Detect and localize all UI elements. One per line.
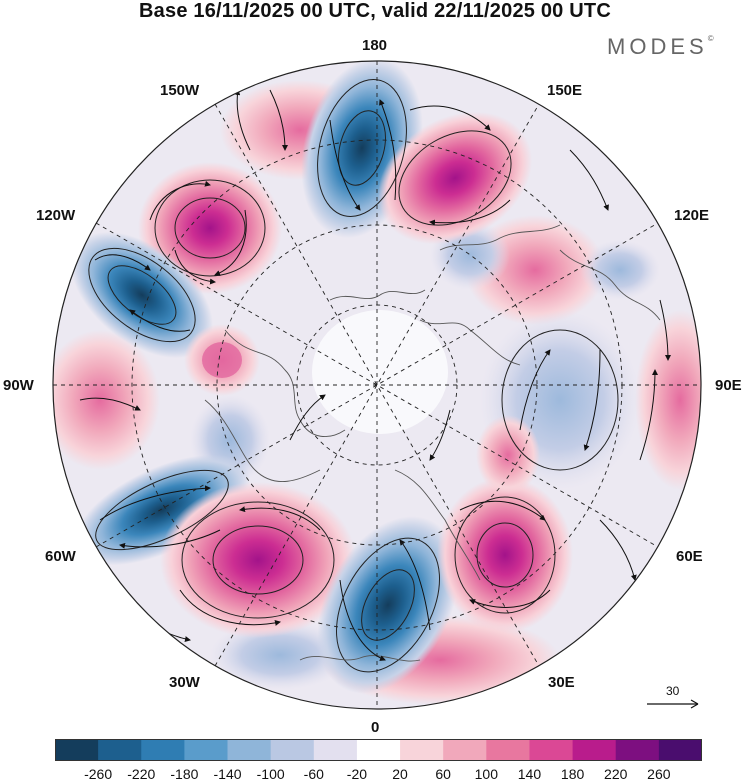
lon-label-30w: 30W (169, 674, 200, 691)
lon-label-150e: 150E (547, 82, 583, 99)
colorbar-swatch (141, 739, 185, 761)
polar-cap (312, 310, 448, 434)
positive-anomaly-core (202, 342, 242, 378)
colorbar-swatch (443, 739, 487, 761)
colorbar-tick-label: -140 (213, 766, 242, 782)
coastlines (204, 224, 661, 662)
colorbar-tick-label: -260 (84, 766, 113, 782)
colorbar-swatch (184, 739, 228, 761)
lon-label-120w: 120W (36, 207, 76, 224)
colorbar-tick-label: 100 (474, 766, 499, 782)
lon-label-150w: 150W (160, 82, 200, 99)
graticule (53, 61, 701, 709)
lon-label-60e: 60E (676, 548, 703, 565)
reference-vector-arrow (647, 699, 699, 709)
negative-anomaly-center (317, 516, 459, 694)
lon-label-30e: 30E (548, 674, 575, 691)
colorbar-swatch (400, 739, 444, 761)
colorbar-tick-label: -20 (346, 766, 368, 782)
colorbar-swatch (572, 739, 617, 761)
colorbar-frame (55, 739, 702, 761)
positive-anomaly-center (437, 477, 573, 633)
colorbar-tick-label: 180 (560, 766, 585, 782)
anomaly-patch (580, 240, 660, 300)
lon-label-0: 0 (371, 719, 380, 736)
anomaly-field (53, 61, 701, 705)
anomaly-patch (53, 330, 160, 470)
colorbar-tick-label: 260 (647, 766, 671, 782)
positive-anomaly-center (476, 415, 540, 495)
colorbar-swatch (270, 739, 315, 761)
positive-anomaly-center (160, 482, 356, 638)
map-boundary (52, 60, 702, 710)
lon-label-90e: 90E (715, 377, 742, 394)
negative-anomaly-center (70, 231, 214, 359)
colorbar-tick-label: 140 (517, 766, 542, 782)
colorbar-swatch (658, 739, 702, 761)
colorbar-swatch (313, 739, 358, 761)
colorbar-tick-label: -100 (256, 766, 285, 782)
lon-label-60w: 60W (45, 548, 76, 565)
colorbar-tick-label: 220 (604, 766, 628, 782)
colorbar-tick-label: -60 (303, 766, 324, 782)
colorbar-tick-label: -220 (127, 766, 156, 782)
colorbar (55, 739, 702, 761)
colorbar-tick-label: 20 (392, 766, 408, 782)
colorbar-swatch (529, 739, 573, 761)
anomaly-patch (635, 310, 701, 490)
colorbar-swatch (98, 739, 142, 761)
brand-logo: MODES© (607, 34, 714, 59)
lon-label-90w: 90W (3, 377, 34, 394)
colorbar-swatch (227, 739, 272, 761)
colorbar-swatch (55, 739, 99, 761)
positive-anomaly-center (377, 111, 533, 245)
colorbar-swatch (356, 739, 401, 761)
colorbar-tick-label: 60 (435, 766, 451, 782)
lon-label-180: 180 (362, 37, 388, 54)
page-title: Base 16/11/2025 00 UTC, valid 22/11/2025… (139, 0, 611, 22)
colorbar-tick-label: -180 (170, 766, 199, 782)
negative-anomaly-center (74, 454, 250, 566)
colorbar-swatch (486, 739, 530, 761)
anomaly-patch (210, 620, 350, 690)
lon-label-120e: 120E (674, 207, 710, 224)
reference-vector-label: 30 (666, 684, 680, 698)
colorbar-swatch (615, 739, 660, 761)
